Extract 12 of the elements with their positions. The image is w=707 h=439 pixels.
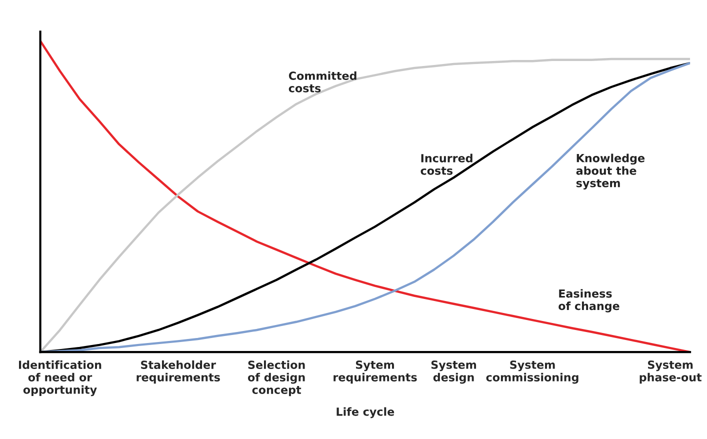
series-label: Knowledge about the system: [576, 154, 645, 190]
x-tick-label: System design: [431, 360, 476, 384]
series-label: Committed costs: [288, 71, 356, 92]
x-axis-title: Life cycle: [336, 407, 394, 418]
series-label: Easiness of change: [558, 289, 620, 312]
x-tick-label: Identification of need or opportunity: [18, 360, 102, 396]
x-tick-label: Sytem requirements: [334, 360, 417, 384]
x-tick-label: System phase-out: [640, 360, 702, 384]
x-tick-label: Selection of design concept: [248, 360, 305, 396]
series-label: Incurred costs: [420, 154, 472, 175]
x-tick-label: System commissioning: [486, 360, 578, 384]
x-tick-label: Stakeholder requirements: [136, 360, 220, 384]
